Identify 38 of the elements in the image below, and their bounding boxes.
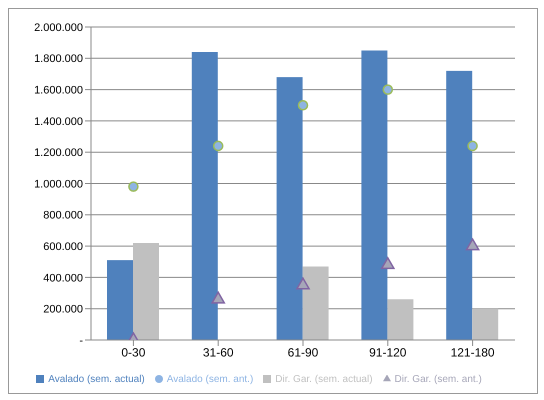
bar	[276, 77, 303, 340]
y-tick-label: 200.000	[43, 304, 83, 316]
legend-label: Avalado (sem. ant.)	[166, 374, 254, 385]
legend-label: Dir. Gar. (sem. actual)	[275, 374, 373, 385]
bar	[133, 242, 159, 340]
point	[212, 140, 224, 152]
bar	[387, 299, 414, 340]
y-tick-label: 1.600.000	[34, 84, 83, 97]
y-tick-label: 1.000.000	[34, 178, 83, 190]
x-tick-label: 31-60	[202, 346, 234, 360]
y-tick-label: 600.000	[43, 241, 83, 254]
y-tick-label: 1.800.000	[34, 53, 83, 66]
bar	[107, 260, 133, 340]
legend-label: Avalado (sem. actual)	[48, 374, 145, 385]
y-tick-label: -	[79, 334, 84, 347]
point	[128, 181, 139, 192]
y-tick-label: 800.000	[43, 210, 83, 222]
bar	[472, 308, 498, 340]
x-tick-label: 121-180	[450, 346, 495, 360]
x-tick-label: 61-90	[288, 346, 319, 360]
x-tick-label: 91-120	[369, 346, 407, 360]
y-tick-label: 1.200.000	[34, 147, 83, 160]
point	[382, 84, 394, 95]
point	[211, 292, 226, 304]
bar	[302, 266, 329, 340]
point	[380, 257, 395, 270]
y-tick-label: 1.400.000	[34, 116, 83, 128]
bar	[446, 70, 472, 340]
bar	[361, 50, 388, 340]
y-tick-label: 2.000.000	[34, 22, 83, 34]
point	[467, 140, 478, 152]
y-tick-label: 400.000	[43, 272, 83, 284]
bar	[192, 52, 218, 340]
point	[466, 238, 480, 250]
point	[298, 100, 308, 111]
legend-label: Dir. Gar. (sem. ant.)	[394, 374, 482, 385]
point	[296, 277, 310, 290]
x-tick-label: 0-30	[121, 346, 146, 360]
